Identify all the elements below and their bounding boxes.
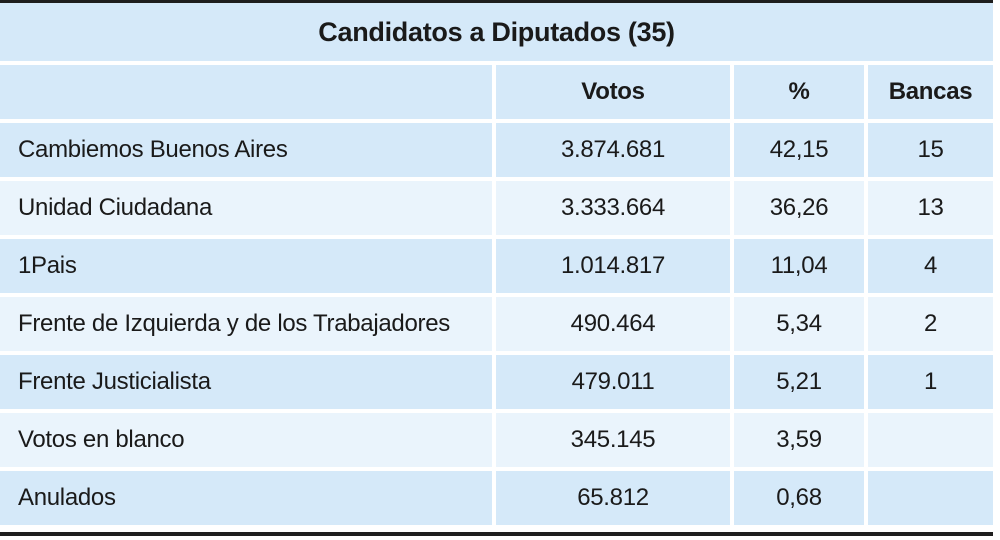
party-name: Votos en blanco <box>0 413 496 471</box>
table-title: Candidatos a Diputados (35) <box>0 3 994 65</box>
column-header-bancas: Bancas <box>868 65 994 123</box>
table-row: Cambiemos Buenos Aires 3.874.681 42,15 1… <box>0 123 994 181</box>
table-row: Frente de Izquierda y de los Trabajadore… <box>0 297 994 355</box>
votes-value: 1.014.817 <box>496 239 734 297</box>
seats-value: 1 <box>868 355 994 413</box>
votes-value: 65.812 <box>496 471 734 525</box>
table-row: Frente Justicialista 479.011 5,21 1 <box>0 355 994 413</box>
seats-value <box>868 471 994 525</box>
votes-value: 3.333.664 <box>496 181 734 239</box>
votes-value: 490.464 <box>496 297 734 355</box>
party-name: 1Pais <box>0 239 496 297</box>
party-name: Unidad Ciudadana <box>0 181 496 239</box>
percent-value: 36,26 <box>734 181 868 239</box>
percent-value: 5,34 <box>734 297 868 355</box>
percent-value: 0,68 <box>734 471 868 525</box>
results-table: Candidatos a Diputados (35) Votos % Banc… <box>0 3 994 525</box>
seats-value: 15 <box>868 123 994 181</box>
table-row: Unidad Ciudadana 3.333.664 36,26 13 <box>0 181 994 239</box>
party-name: Anulados <box>0 471 496 525</box>
seats-value: 2 <box>868 297 994 355</box>
table-row: 1Pais 1.014.817 11,04 4 <box>0 239 994 297</box>
column-header-percent: % <box>734 65 868 123</box>
table-row: Votos en blanco 345.145 3,59 <box>0 413 994 471</box>
table-title-row: Candidatos a Diputados (35) <box>0 3 994 65</box>
party-name: Frente de Izquierda y de los Trabajadore… <box>0 297 496 355</box>
column-header-row: Votos % Bancas <box>0 65 994 123</box>
seats-value: 13 <box>868 181 994 239</box>
votes-value: 479.011 <box>496 355 734 413</box>
percent-value: 11,04 <box>734 239 868 297</box>
party-name: Cambiemos Buenos Aires <box>0 123 496 181</box>
column-header-votos: Votos <box>496 65 734 123</box>
votes-value: 345.145 <box>496 413 734 471</box>
column-header-party <box>0 65 496 123</box>
percent-value: 42,15 <box>734 123 868 181</box>
votes-value: 3.874.681 <box>496 123 734 181</box>
table-row: Anulados 65.812 0,68 <box>0 471 994 525</box>
party-name: Frente Justicialista <box>0 355 496 413</box>
percent-value: 3,59 <box>734 413 868 471</box>
seats-value: 4 <box>868 239 994 297</box>
percent-value: 5,21 <box>734 355 868 413</box>
seats-value <box>868 413 994 471</box>
